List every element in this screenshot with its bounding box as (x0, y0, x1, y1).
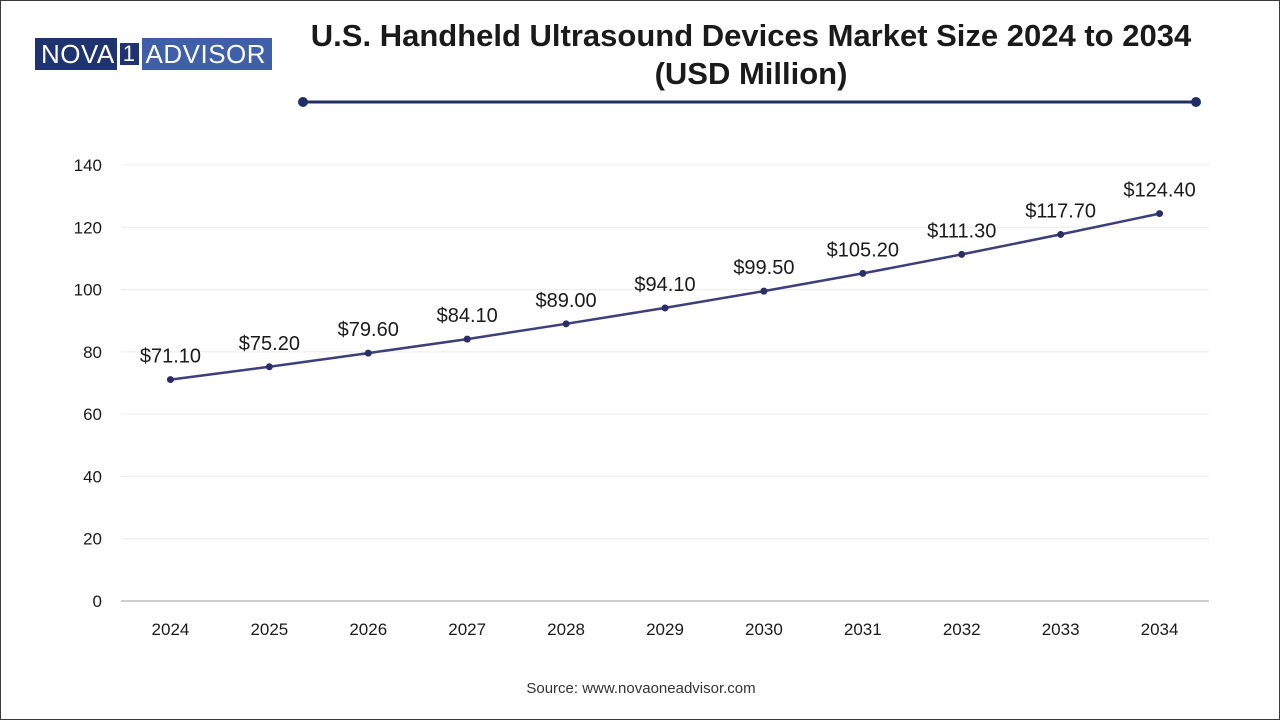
title-rule-right-dot (1191, 97, 1201, 107)
chart-title: U.S. Handheld Ultrasound Devices Market … (271, 17, 1231, 93)
x-tick-label: 2031 (844, 620, 882, 639)
data-point (760, 287, 768, 295)
x-tick-label: 2033 (1042, 620, 1080, 639)
series-line (170, 212, 1160, 381)
y-tick-label: 20 (83, 530, 102, 549)
data-label: $89.00 (536, 290, 597, 312)
x-tick-label: 2027 (448, 620, 486, 639)
logo-text-advisor: ADVISOR (141, 38, 273, 70)
x-tick-label: 2030 (745, 620, 783, 639)
data-point (364, 349, 372, 357)
title-underline-rule (298, 97, 1201, 107)
data-label: $105.20 (827, 239, 899, 261)
novaoneadvisor-logo: NOVA 1 ADVISOR (35, 38, 273, 70)
source-note: Source: www.novaoneadvisor.com (526, 680, 756, 697)
x-tick-label: 2024 (152, 620, 190, 639)
y-tick-label: 100 (74, 281, 102, 300)
data-point (463, 335, 471, 343)
gridlines (121, 164, 1209, 540)
y-tick-label: 40 (83, 467, 102, 486)
x-tick-label: 2032 (943, 620, 981, 639)
x-tick-label: 2029 (646, 620, 684, 639)
x-tick-label: 2026 (349, 620, 387, 639)
logo-text-nova: NOVA (35, 38, 117, 70)
data-labels: $71.10 $75.20 $79.60 $84.10 $89.00 $94.10 $99.… (140, 180, 1196, 368)
data-label: $117.70 (1025, 200, 1096, 222)
data-label: $124.40 (1123, 180, 1195, 202)
data-point (958, 250, 966, 258)
data-point (265, 363, 273, 371)
y-tick-label: 0 (93, 592, 102, 611)
x-tick-label: 2028 (547, 620, 585, 639)
data-label: $84.10 (437, 305, 498, 327)
data-point (1156, 210, 1164, 218)
y-tick-label: 80 (83, 343, 102, 362)
y-tick-label: 140 (74, 156, 102, 175)
x-tick-label: 2034 (1141, 620, 1179, 639)
data-label: $111.30 (927, 220, 996, 242)
data-label: $79.60 (338, 319, 399, 341)
data-label: $94.10 (634, 274, 695, 296)
x-tick-label: 2025 (250, 620, 288, 639)
data-point (661, 304, 669, 312)
y-tick-label: 60 (83, 405, 102, 424)
data-point (859, 269, 867, 277)
axes: 0 20 40 60 80 100 120 140 2024 2025 2026 2027 2028 20… (74, 156, 1209, 639)
data-point (562, 320, 570, 328)
data-label: $75.20 (239, 333, 300, 355)
chart-title-line2: (USD Million) (654, 56, 848, 91)
data-label: $99.50 (733, 257, 794, 279)
data-point (1057, 230, 1065, 238)
data-point (166, 376, 174, 384)
data-label: $71.10 (140, 346, 201, 368)
series-market-size (166, 210, 1164, 384)
line-chart: 0 20 40 60 80 100 120 140 2024 2025 2026 2027 2028 20… (74, 156, 1209, 639)
title-rule-left-dot (298, 97, 308, 107)
logo-text-one: 1 (117, 41, 141, 67)
y-tick-label: 120 (74, 218, 102, 237)
chart-title-line1: U.S. Handheld Ultrasound Devices Market … (310, 18, 1192, 53)
